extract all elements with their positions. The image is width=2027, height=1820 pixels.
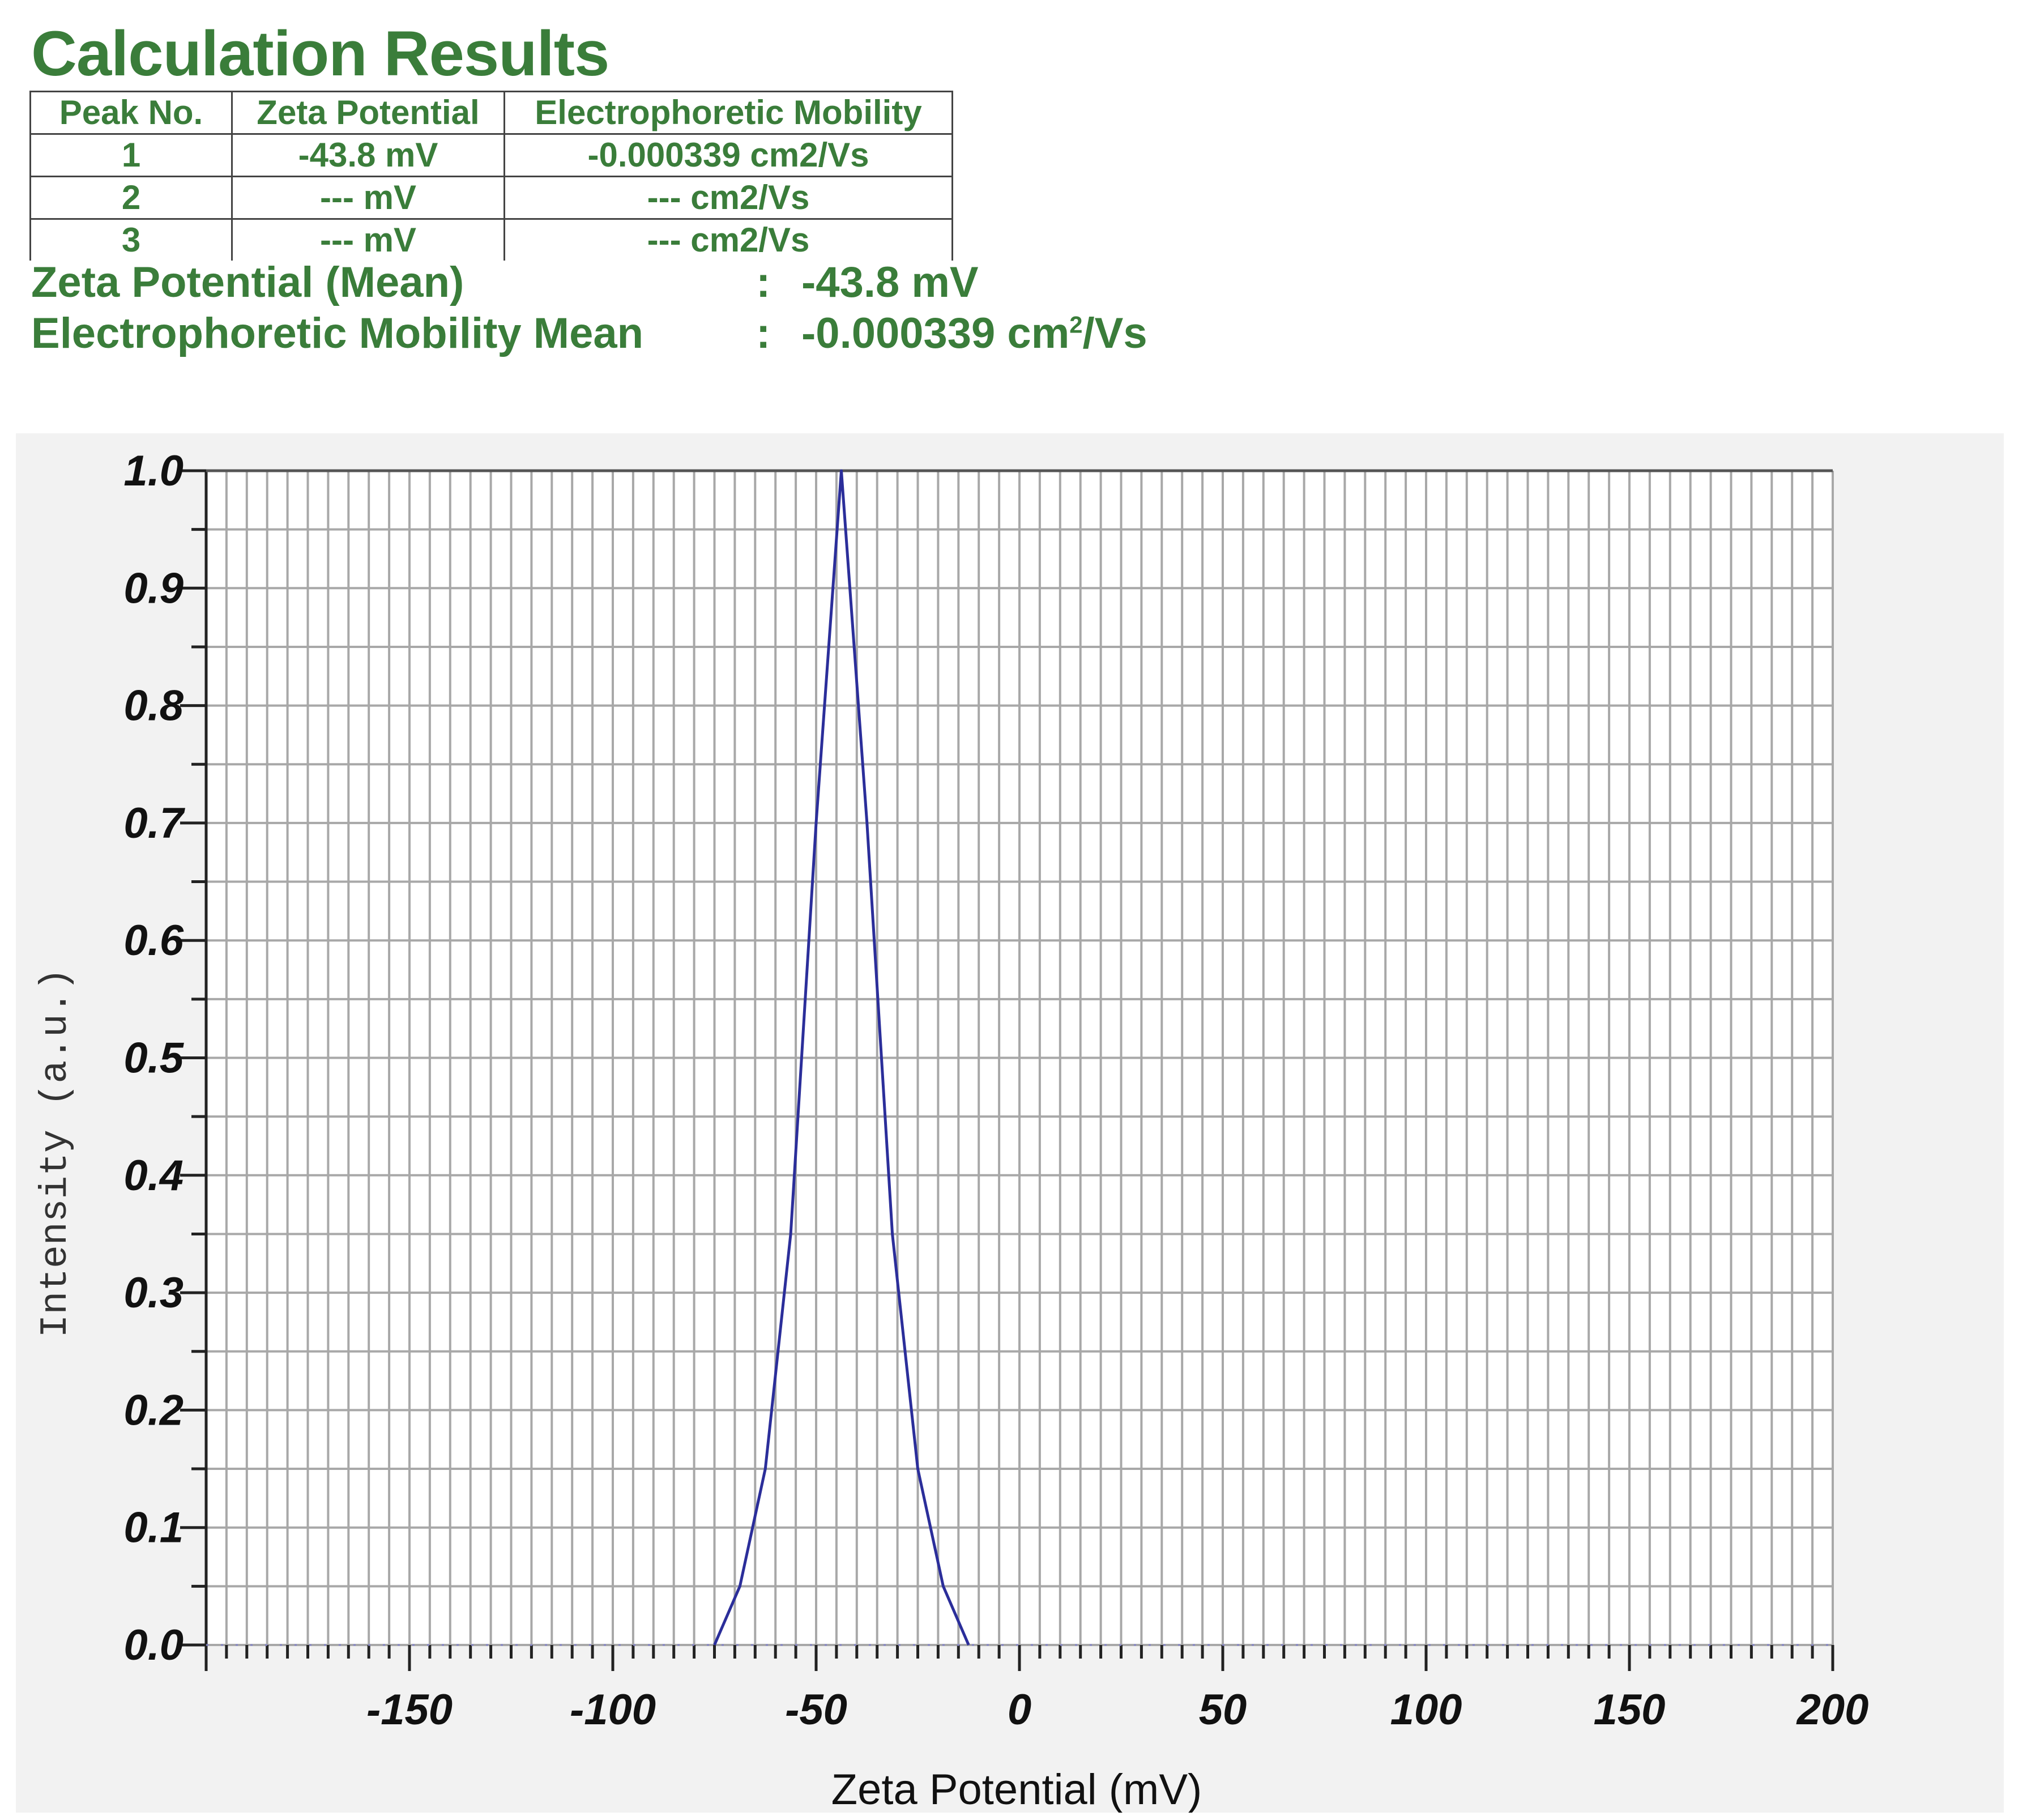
zeta-potential-chart: 0.0 0.1 0.2 0.3 0.4 0.5 0.6 0.7 0.8 0.9 1.0 -150 -1… [16,433,2004,1813]
zeta-potential-mean-value: -43.8 mV [801,258,979,307]
column-header-zeta-potential: Zeta Potential [231,91,505,135]
y-axis-label: Intensity (a.u.) [34,968,78,1338]
peak-number: 3 [29,218,233,261]
y-tick-label: 1.0 [123,447,184,495]
peak-mobility: -0.000339 cm2/Vs [503,133,953,177]
peak-number: 1 [29,133,233,177]
mobility-mean-row: Electrophoretic Mobility Mean : -0.00033… [31,309,1277,360]
table-row: 2 --- mV --- cm2/Vs [29,176,953,220]
y-tick-label: 0.6 [123,917,184,965]
peak-zeta-potential: --- mV [231,176,505,220]
chart-axes [180,469,1834,1671]
y-tick-label: 0.3 [123,1269,184,1317]
y-tick-label: 0.9 [123,564,184,612]
mobility-mean-label: Electrophoretic Mobility Mean [31,309,644,357]
y-tick-label: 0.4 [123,1152,184,1200]
column-header-electrophoretic-mobility: Electrophoretic Mobility [503,91,953,135]
mobility-mean-value: -0.000339 cm2/Vs [801,309,1147,358]
mobility-mean-number: -0.000339 [801,309,996,357]
peak-mobility: --- cm2/Vs [503,176,953,220]
column-header-peak-no: Peak No. [29,91,233,135]
x-tick-label: -50 [785,1686,847,1734]
zeta-mean-unit: mV [911,258,979,306]
zeta-potential-mean-row: Zeta Potential (Mean) : -43.8 mV [31,258,1277,309]
mobility-unit-superscript: 2 [1069,311,1083,338]
separator-colon: : [756,258,771,306]
table-row: 1 -43.8 mV -0.000339 cm2/Vs [29,133,953,177]
x-tick-label: -100 [570,1686,656,1734]
x-axis-tick-labels: -150 -100 -50 0 50 100 150 200 [366,1686,1868,1734]
zeta-potential-mean-label: Zeta Potential (Mean) [31,258,464,306]
x-tick-label: 50 [1199,1686,1247,1734]
mobility-unit-tail: /Vs [1082,309,1147,357]
peak-zeta-potential: --- mV [231,218,505,261]
peak-results-table: Peak No. Zeta Potential Electrophoretic … [29,91,953,261]
chart-canvas: 0.00.10.20.30.40.50.60.70.80.91.0 -150 -1… [34,447,1868,1813]
y-tick-label: 0.7 [123,799,185,847]
x-tick-label: 150 [1594,1686,1666,1734]
x-tick-label: -150 [366,1686,453,1734]
y-tick-label: 0.0 [123,1621,184,1669]
separator-colon: : [756,309,771,357]
table-header-row: Peak No. Zeta Potential Electrophoretic … [29,91,953,135]
zeta-mean-number: -43.8 [801,258,900,306]
x-tick-label: 200 [1796,1686,1869,1734]
mobility-unit-base: cm [1007,309,1070,357]
page-title: Calculation Results [31,18,609,89]
peak-zeta-potential: -43.8 mV [231,133,505,177]
y-tick-label: 0.5 [123,1034,184,1082]
y-tick-label: 0.1 [123,1504,184,1552]
peak-number: 2 [29,176,233,220]
intensity-curve [713,469,970,1646]
y-tick-label: 0.2 [123,1386,184,1434]
table-row: 3 --- mV --- cm2/Vs [29,218,953,261]
peak-mobility: --- cm2/Vs [503,218,953,261]
x-tick-label: 0 [1008,1686,1031,1734]
x-axis-label: Zeta Potential (mV) [831,1766,1202,1813]
y-tick-label: 0.8 [123,682,184,730]
x-tick-label: 100 [1390,1686,1462,1734]
y-axis-tick-labels: 0.0 0.1 0.2 0.3 0.4 0.5 0.6 0.7 0.8 0.9 1.0 [123,447,185,1669]
chart-grid [205,470,1834,1646]
